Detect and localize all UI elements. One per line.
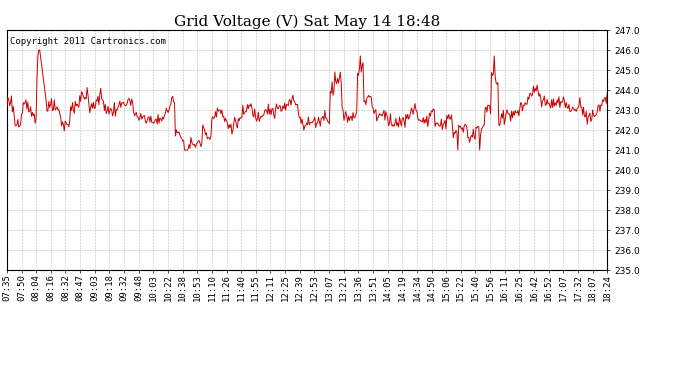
Text: Copyright 2011 Cartronics.com: Copyright 2011 Cartronics.com <box>10 37 166 46</box>
Title: Grid Voltage (V) Sat May 14 18:48: Grid Voltage (V) Sat May 14 18:48 <box>174 15 440 29</box>
